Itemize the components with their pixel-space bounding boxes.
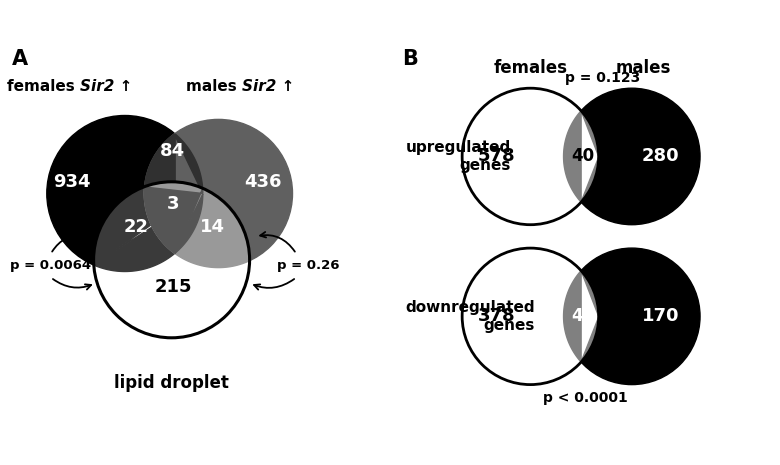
Text: upregulated
genes: upregulated genes [406,140,511,173]
Text: 3: 3 [167,195,179,213]
Circle shape [563,248,700,385]
Circle shape [144,120,292,267]
Text: p = 0.0064: p = 0.0064 [9,259,91,272]
Polygon shape [563,111,599,202]
Text: p = 0.26: p = 0.26 [277,259,339,272]
Polygon shape [563,271,599,362]
Circle shape [47,115,203,272]
Text: 22: 22 [123,218,148,236]
Text: 170: 170 [642,307,679,326]
Text: Sir2 ↑: Sir2 ↑ [242,79,294,94]
Text: 578: 578 [477,147,515,166]
Circle shape [462,88,599,225]
Text: A: A [12,49,28,69]
Text: p < 0.0001: p < 0.0001 [543,391,627,405]
Text: 215: 215 [154,278,192,296]
Text: 47: 47 [572,307,594,326]
Circle shape [94,182,250,338]
Polygon shape [144,182,250,267]
Text: downregulated
genes: downregulated genes [406,300,535,332]
Polygon shape [144,134,203,253]
Polygon shape [94,182,203,272]
Text: lipid droplet: lipid droplet [114,374,229,392]
Text: 280: 280 [642,147,679,166]
Circle shape [462,248,599,385]
Text: 14: 14 [200,218,225,236]
Polygon shape [144,187,203,253]
Text: 378: 378 [477,307,515,326]
Circle shape [563,88,700,225]
Text: 40: 40 [572,147,594,166]
Text: B: B [402,49,417,69]
Text: females: females [494,59,567,77]
Text: 934: 934 [53,173,91,191]
Text: Sir2 ↑: Sir2 ↑ [80,79,133,94]
Text: 436: 436 [244,173,282,191]
Text: 84: 84 [160,142,185,159]
Text: females: females [7,79,80,94]
Text: p = 0.123: p = 0.123 [565,72,640,86]
Text: males: males [186,79,242,94]
Text: males: males [616,59,671,77]
